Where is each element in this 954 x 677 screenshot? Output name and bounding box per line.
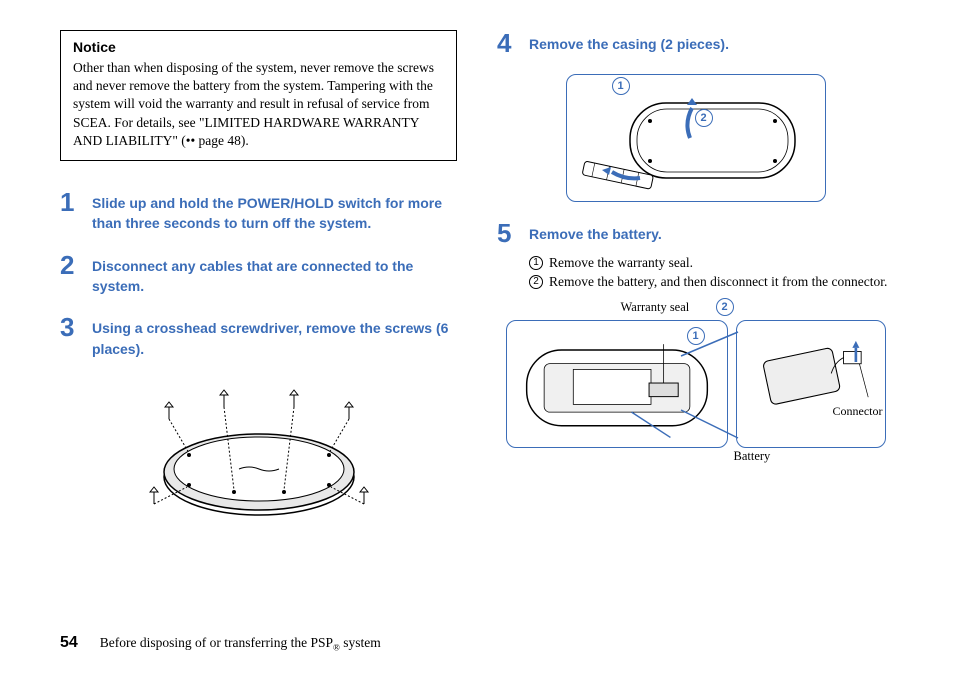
circled-2-icon: 2 <box>529 275 543 289</box>
step-number: 3 <box>60 314 78 340</box>
circled-1-icon: 1 <box>529 256 543 270</box>
step-number: 5 <box>497 220 515 246</box>
label-battery: Battery <box>734 449 771 464</box>
substep-2: 2 Remove the battery, and then disconnec… <box>529 273 894 292</box>
step-1: 1 Slide up and hold the POWER/HOLD switc… <box>60 189 457 234</box>
page-footer: 54 Before disposing of or transferring t… <box>60 634 381 653</box>
step-title: Remove the casing (2 pieces). <box>529 30 729 54</box>
step-number: 4 <box>497 30 515 56</box>
illustration-casing: 1 2 <box>497 74 894 202</box>
step-4: 4 Remove the casing (2 pieces). <box>497 30 894 56</box>
step-title: Using a crosshead screwdriver, remove th… <box>92 314 457 359</box>
page-content: Notice Other than when disposing of the … <box>60 30 894 617</box>
substep-text: Remove the warranty seal. <box>549 254 693 273</box>
step-3: 3 Using a crosshead screwdriver, remove … <box>60 314 457 359</box>
callout-2-icon: 2 <box>695 109 713 127</box>
step-title: Remove the battery. <box>529 220 662 244</box>
footer-text: Before disposing of or transferring the … <box>100 635 381 653</box>
substep-text: Remove the battery, and then disconnect … <box>549 273 887 292</box>
left-column: Notice Other than when disposing of the … <box>60 30 457 617</box>
page-number: 54 <box>60 634 78 652</box>
step-2: 2 Disconnect any cables that are connect… <box>60 252 457 297</box>
label-warranty-seal: Warranty seal <box>621 300 690 315</box>
callout-1-icon: 1 <box>687 327 705 345</box>
substep-1: 1 Remove the warranty seal. <box>529 254 894 273</box>
notice-title: Notice <box>73 39 444 55</box>
step-number: 2 <box>60 252 78 278</box>
label-connector: Connector <box>833 404 883 419</box>
illustration-battery: Warranty seal 2 <box>497 306 894 448</box>
step-5: 5 Remove the battery. <box>497 220 894 246</box>
right-column: 4 Remove the casing (2 pieces). <box>497 30 894 617</box>
callout-2-icon: 2 <box>716 298 734 316</box>
notice-body: Other than when disposing of the system,… <box>73 59 444 150</box>
step-title: Slide up and hold the POWER/HOLD switch … <box>92 189 457 234</box>
step-number: 1 <box>60 189 78 215</box>
step-5-body: 1 Remove the warranty seal. 2 Remove the… <box>497 254 894 292</box>
callout-1-icon: 1 <box>612 77 630 95</box>
notice-box: Notice Other than when disposing of the … <box>60 30 457 161</box>
illustration-screws <box>60 377 457 527</box>
step-title: Disconnect any cables that are connected… <box>92 252 457 297</box>
